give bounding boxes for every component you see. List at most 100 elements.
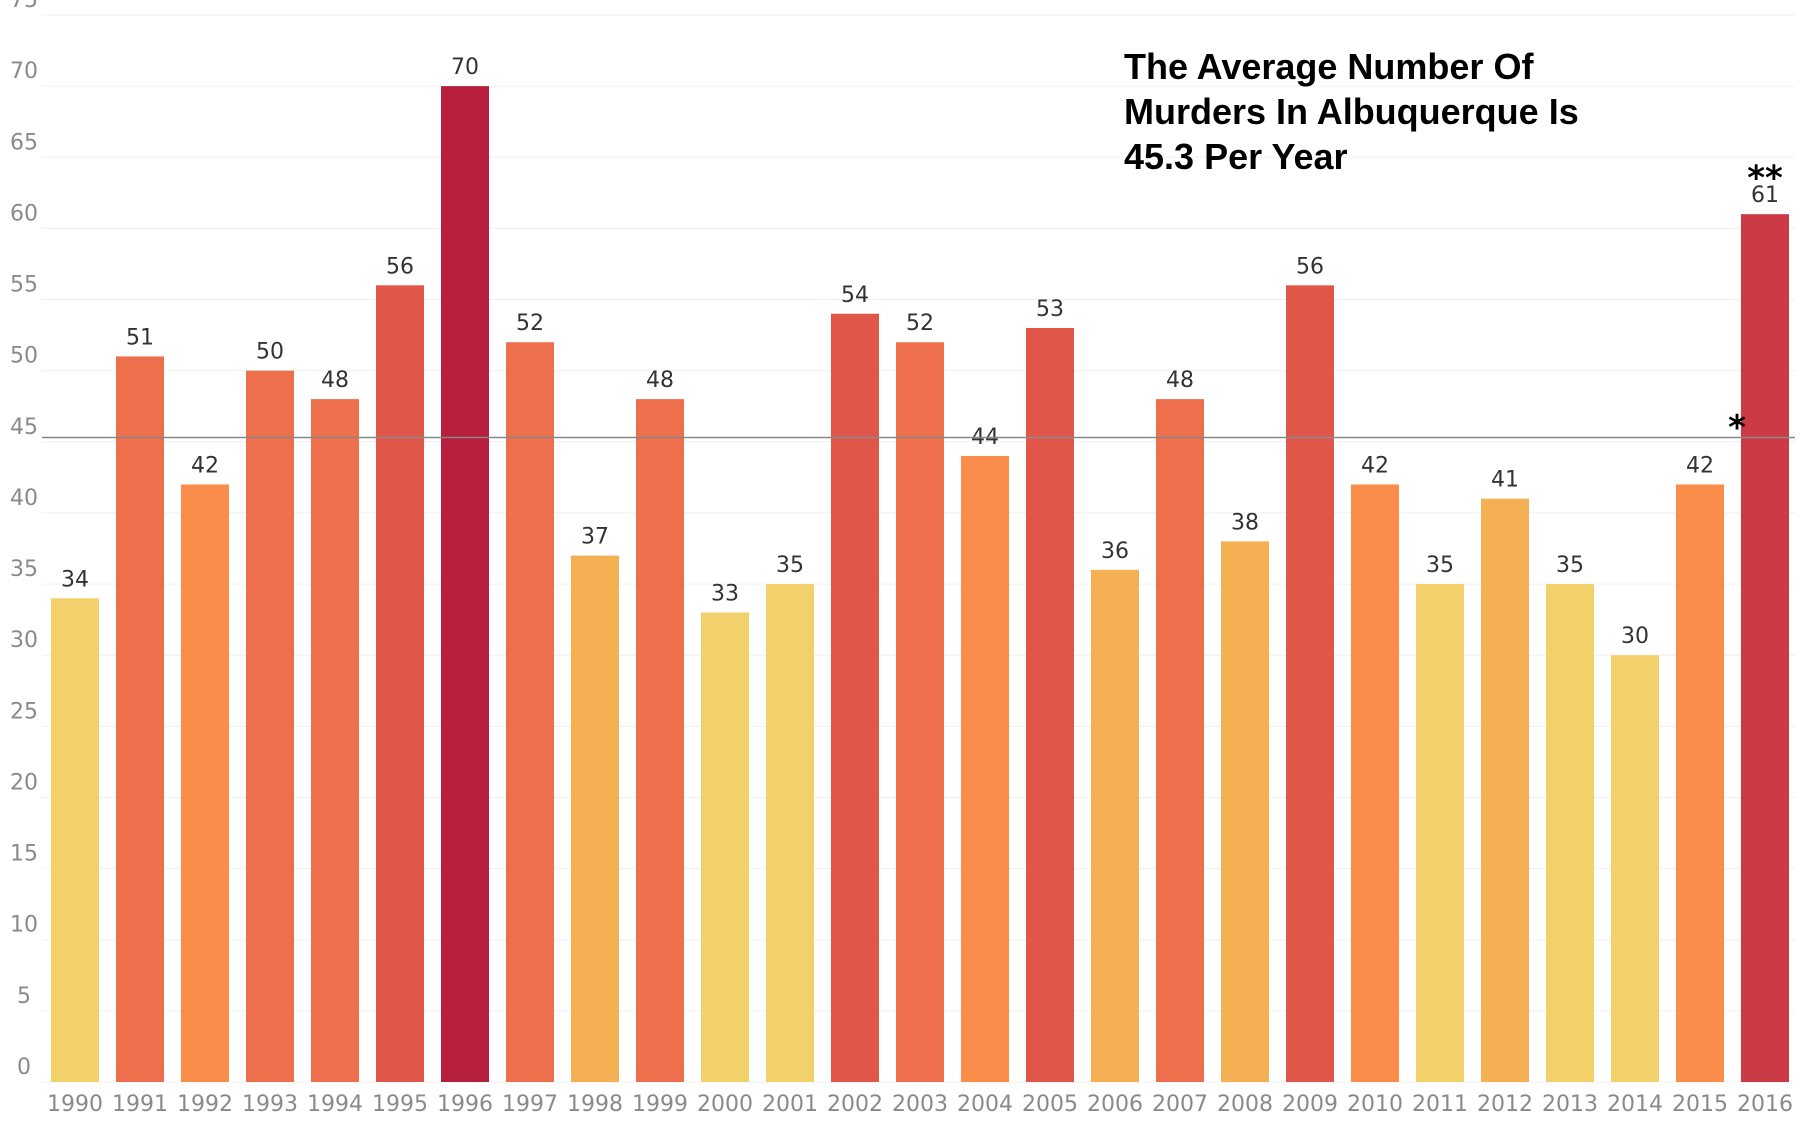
bar — [636, 399, 684, 1082]
bar — [1481, 498, 1529, 1082]
y-tick-label: 30 — [10, 628, 38, 653]
x-tick-label: 2012 — [1477, 1092, 1533, 1117]
value-label: 56 — [386, 254, 414, 279]
value-label: 35 — [1556, 553, 1584, 578]
value-label: 54 — [841, 283, 869, 308]
bar — [181, 484, 229, 1083]
x-tick-label: 2005 — [1022, 1092, 1078, 1117]
bar — [246, 370, 294, 1083]
bar — [1546, 584, 1594, 1082]
x-tick-label: 2002 — [827, 1092, 883, 1117]
bar — [1156, 399, 1204, 1082]
y-tick-label: 35 — [10, 557, 38, 582]
value-label: 41 — [1491, 468, 1519, 493]
annotation: ** — [1747, 159, 1783, 199]
value-label: 61 — [1751, 183, 1779, 208]
x-tick-label: 1997 — [502, 1092, 558, 1117]
value-label: 53 — [1036, 297, 1064, 322]
bar — [1611, 655, 1659, 1082]
bar — [1741, 214, 1789, 1082]
bar — [1286, 285, 1334, 1083]
bar — [1026, 327, 1074, 1082]
bar — [831, 313, 879, 1082]
x-tick-label: 2016 — [1737, 1092, 1793, 1117]
x-tick-label: 2003 — [892, 1092, 948, 1117]
y-tick-label: 15 — [10, 842, 38, 867]
bar — [311, 399, 359, 1082]
bar — [766, 584, 814, 1082]
y-tick-label: 5 — [17, 984, 31, 1009]
x-tick-label: 1993 — [242, 1092, 298, 1117]
y-tick-label: 65 — [10, 130, 38, 155]
value-label: 52 — [906, 311, 934, 336]
x-tick-label: 2004 — [957, 1092, 1013, 1117]
value-label: 38 — [1231, 510, 1259, 535]
x-tick-label: 2008 — [1217, 1092, 1273, 1117]
value-label: 42 — [1686, 453, 1714, 478]
value-label: 51 — [126, 325, 154, 350]
value-label: 34 — [61, 567, 89, 592]
y-tick-label: 0 — [17, 1055, 31, 1080]
value-label: 70 — [451, 55, 479, 80]
bar — [896, 342, 944, 1082]
y-tick-label: 70 — [10, 59, 38, 84]
y-tick-label: 75 — [10, 0, 38, 13]
bar — [1221, 541, 1269, 1082]
x-tick-label: 2010 — [1347, 1092, 1403, 1117]
x-tick-label: 2015 — [1672, 1092, 1728, 1117]
value-label: 48 — [1166, 368, 1194, 393]
bar — [376, 285, 424, 1083]
y-tick-label: 50 — [10, 344, 38, 369]
value-label: 42 — [1361, 453, 1389, 478]
value-label: 56 — [1296, 254, 1324, 279]
x-tick-label: 1996 — [437, 1092, 493, 1117]
bar — [571, 555, 619, 1082]
x-tick-label: 2014 — [1607, 1092, 1663, 1117]
y-tick-label: 60 — [10, 201, 38, 226]
x-tick-label: 1994 — [307, 1092, 363, 1117]
value-label: 50 — [256, 340, 284, 365]
value-label: 36 — [1101, 539, 1129, 564]
y-tick-label: 55 — [10, 273, 38, 298]
annotation: * — [1728, 408, 1746, 448]
x-tick-label: 1999 — [632, 1092, 688, 1117]
x-tick-label: 2007 — [1152, 1092, 1208, 1117]
bar — [116, 356, 164, 1082]
x-tick-label: 1991 — [112, 1092, 168, 1117]
value-label: 37 — [581, 525, 609, 550]
x-tick-label: 1990 — [47, 1092, 103, 1117]
x-tick-label: 2011 — [1412, 1092, 1468, 1117]
y-tick-label: 40 — [10, 486, 38, 511]
chart-title: The Average Number Of Murders In Albuque… — [1124, 46, 1579, 177]
bar — [1091, 569, 1139, 1082]
bar — [701, 612, 749, 1082]
value-label: 52 — [516, 311, 544, 336]
x-tick-label: 1992 — [177, 1092, 233, 1117]
y-tick-label: 20 — [10, 770, 38, 795]
value-label: 42 — [191, 453, 219, 478]
x-tick-label: 1998 — [567, 1092, 623, 1117]
value-label: 30 — [1621, 624, 1649, 649]
bar — [1416, 584, 1464, 1082]
bar — [1351, 484, 1399, 1083]
x-tick-label: 2009 — [1282, 1092, 1338, 1117]
x-tick-label: 2013 — [1542, 1092, 1598, 1117]
value-label: 35 — [1426, 553, 1454, 578]
bar — [51, 598, 99, 1082]
y-tick-label: 45 — [10, 415, 38, 440]
bar — [506, 342, 554, 1082]
y-tick-label: 10 — [10, 913, 38, 938]
x-tick-label: 1995 — [372, 1092, 428, 1117]
x-tick-label: 2001 — [762, 1092, 818, 1117]
x-tick-label: 2006 — [1087, 1092, 1143, 1117]
value-label: 35 — [776, 553, 804, 578]
value-label: 48 — [646, 368, 674, 393]
y-tick-label: 25 — [10, 699, 38, 724]
value-label: 33 — [711, 582, 739, 607]
value-label: 48 — [321, 368, 349, 393]
x-tick-label: 2000 — [697, 1092, 753, 1117]
bar — [1676, 484, 1724, 1083]
bar — [961, 456, 1009, 1082]
